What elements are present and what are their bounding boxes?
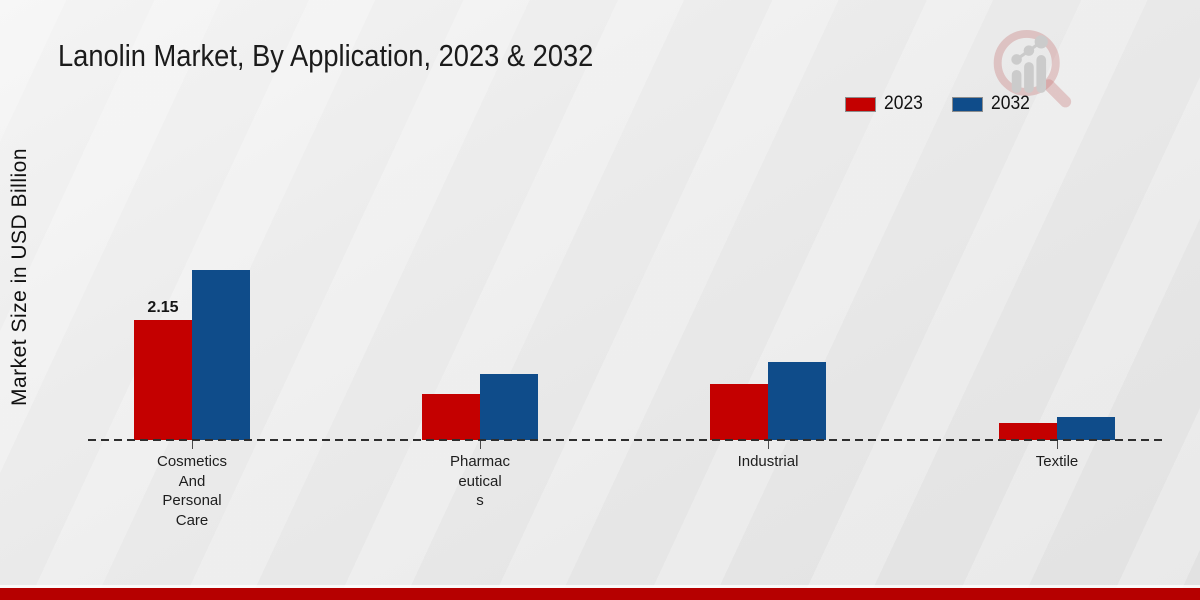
x-axis-tick-2 [768, 441, 769, 449]
bar-2032-category-0 [192, 270, 250, 440]
legend-item-2032: 2032 [952, 93, 1033, 115]
legend-label-2023: 2023 [884, 93, 923, 114]
bar-value-label: 2.15 [147, 299, 179, 316]
bar-2023-category-1 [422, 394, 480, 440]
category-label-3: Textile [1035, 453, 1079, 470]
bar-2023-category-0 [134, 320, 192, 440]
category-label-0: Cosmetics And Personal Care [156, 453, 227, 529]
bar-2032-category-3 [1057, 417, 1115, 440]
category-label-2: Industrial [737, 453, 799, 470]
x-axis-tick-3 [1057, 441, 1058, 449]
chart-title: Lanolin Market, By Application, 2023 & 2… [58, 38, 594, 73]
footer-highlight-line [0, 585, 1200, 588]
legend-swatch-2032 [952, 96, 984, 112]
bar-chart-magnifier-logo-icon [993, 29, 1072, 108]
category-label-1: Pharmac eutical s [449, 453, 511, 509]
bar-2023-category-2 [710, 384, 768, 440]
legend-label-2032: 2032 [991, 93, 1031, 114]
footer-red-bar [0, 588, 1200, 600]
bar-2032-category-2 [768, 362, 826, 440]
bar-2023-category-3 [999, 423, 1057, 440]
legend-swatch-2023 [845, 96, 876, 112]
bar-2032-category-1 [480, 374, 538, 440]
legend: 2023 2032 [845, 93, 1034, 115]
x-axis-tick-0 [192, 441, 193, 449]
x-axis-baseline [88, 439, 1164, 441]
x-axis-tick-1 [480, 441, 481, 449]
legend-item-2023: 2023 [845, 93, 926, 115]
